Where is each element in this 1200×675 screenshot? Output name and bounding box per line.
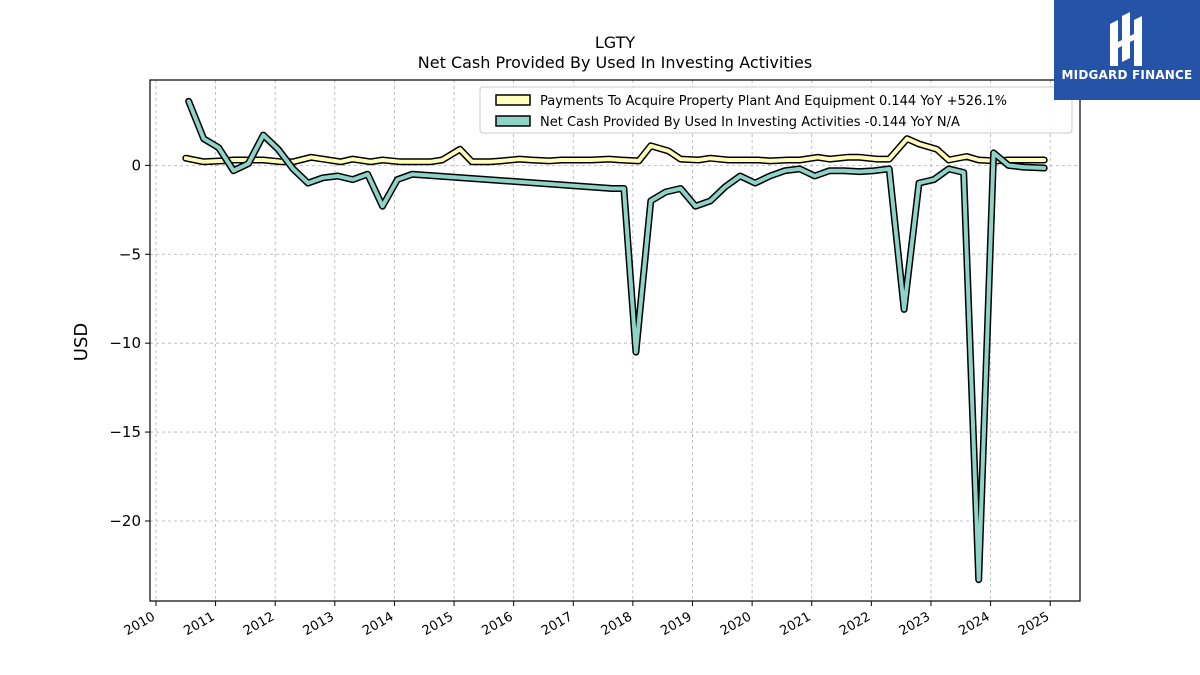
x-tick-label: 2010 — [122, 609, 158, 639]
legend-box — [479, 86, 1073, 134]
x-tick-label: 2019 — [658, 609, 694, 639]
chart-title: LGTY — [595, 33, 636, 52]
legend-swatch — [495, 115, 531, 127]
midgard-finance-logo: MIDGARD FINANCE — [1054, 0, 1200, 100]
series-line-outline — [185, 97, 1048, 584]
x-axis: 2010 2011 2012 2013 2014 2015 2016 2017 2018 2019… — [122, 601, 1052, 639]
series-line — [183, 136, 1047, 164]
x-tick-label: 2023 — [897, 609, 933, 639]
legend-label: Net Cash Provided By Used In Investing A… — [540, 115, 960, 130]
x-tick-label: 2022 — [837, 609, 873, 639]
legend-swatch — [495, 94, 531, 106]
x-tick-label: 2020 — [718, 609, 754, 639]
logo-mark-icon — [1110, 12, 1142, 66]
legend: Payments To Acquire Property Plant And E… — [479, 86, 1073, 134]
y-tick-label: −15 — [109, 423, 141, 441]
chart-subtitle: Net Cash Provided By Used In Investing A… — [418, 53, 812, 72]
y-tick-label: −20 — [109, 512, 141, 530]
x-tick-label: 2017 — [539, 609, 575, 639]
x-tick-label: 2024 — [956, 609, 992, 639]
x-tick-label: 2012 — [241, 609, 277, 639]
series-1 — [182, 135, 1048, 166]
x-tick-label: 2021 — [778, 609, 814, 639]
y-tick-label: −10 — [109, 334, 141, 352]
y-axis-label: USD — [71, 323, 92, 361]
x-tick-label: 2018 — [599, 609, 635, 639]
y-tick-label: −5 — [119, 245, 141, 263]
grid — [150, 80, 1080, 601]
y-tick-label: 0 — [131, 156, 141, 174]
plot-frame — [149, 79, 1081, 602]
legend-label: Payments To Acquire Property Plant And E… — [540, 94, 1007, 109]
series-line — [186, 99, 1047, 582]
y-axis: 0 −5 −10 −15 −20 — [109, 156, 150, 530]
plot-series — [182, 97, 1048, 584]
x-tick-label: 2013 — [301, 609, 337, 639]
x-tick-label: 2015 — [420, 609, 456, 639]
x-tick-label: 2014 — [360, 609, 396, 639]
x-tick-label: 2016 — [479, 609, 515, 639]
x-tick-label: 2025 — [1016, 609, 1052, 639]
series-2 — [185, 97, 1048, 584]
logo-text: MIDGARD FINANCE — [1061, 68, 1193, 82]
x-tick-label: 2011 — [181, 609, 217, 639]
